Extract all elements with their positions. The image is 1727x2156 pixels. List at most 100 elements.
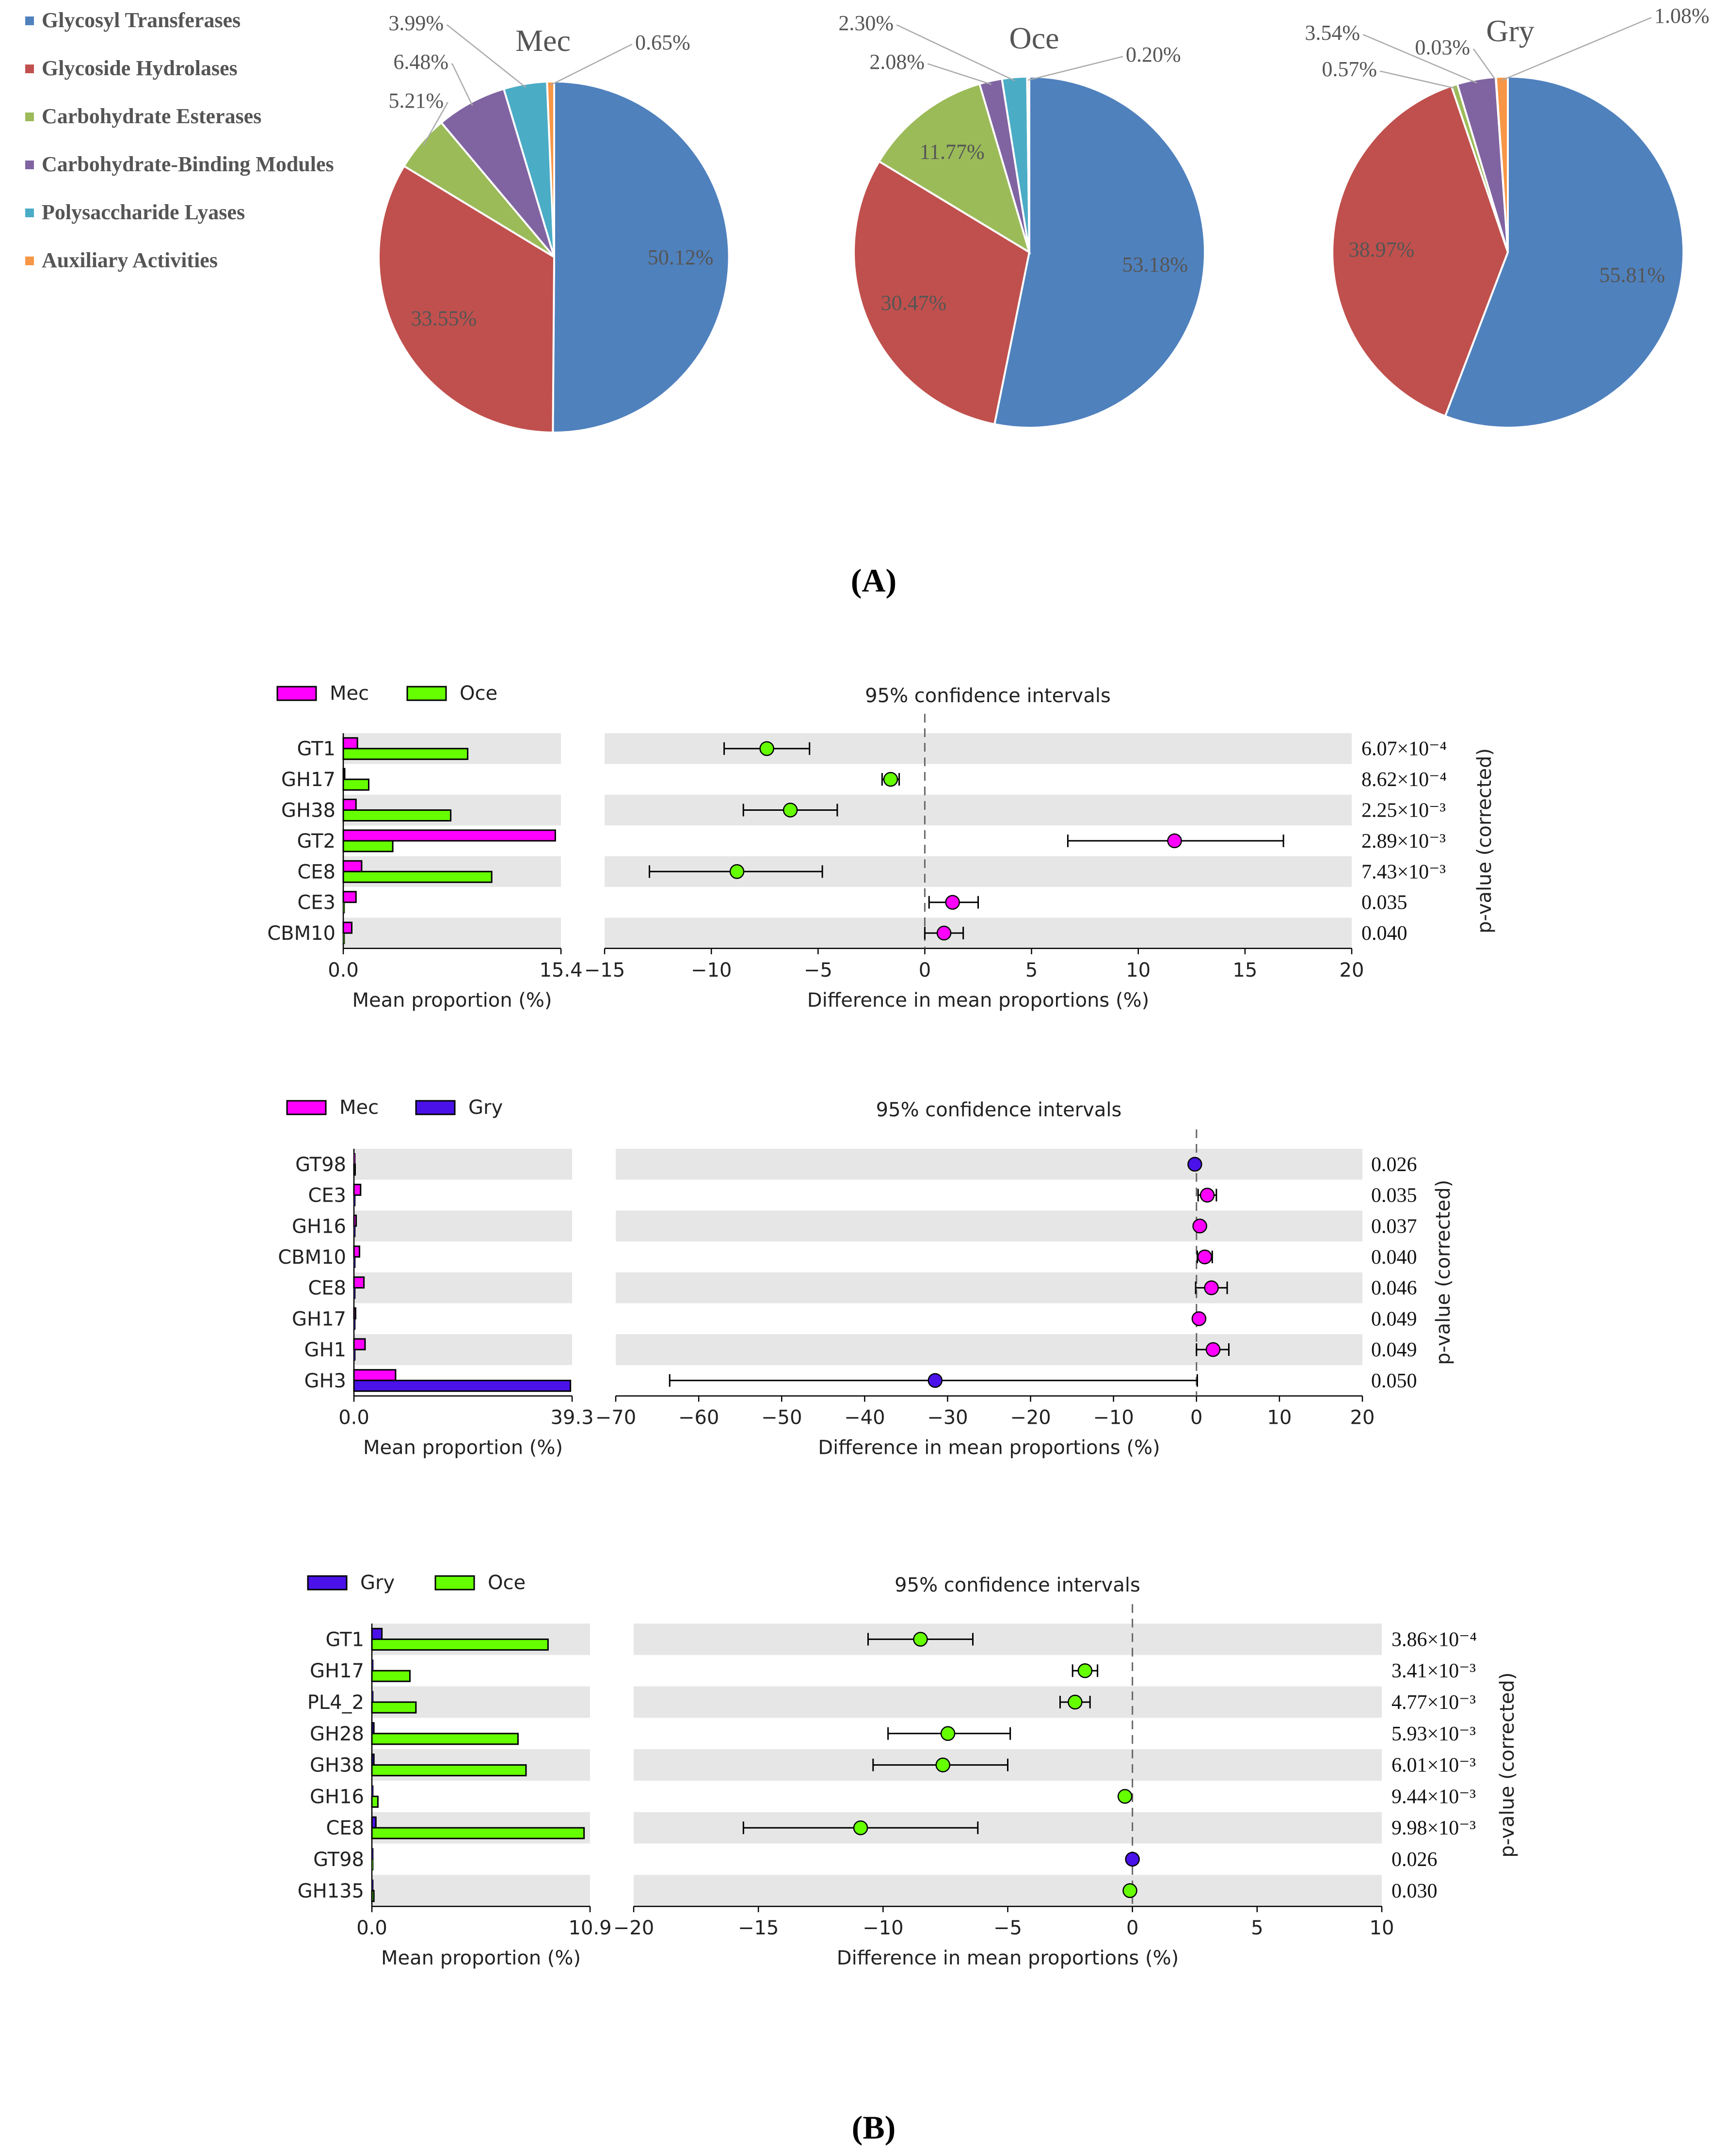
bar-mec — [353, 1214, 357, 1227]
bar-mec — [342, 768, 346, 780]
ci-title: 95% confidence intervals — [876, 1099, 1122, 1121]
bar-gry — [371, 1880, 374, 1891]
bar-gry — [353, 1287, 356, 1299]
right-tick-label: 20 — [1340, 959, 1364, 981]
right-tick-label: −20 — [613, 1917, 654, 1939]
p-value-label: 4.77×10⁻³ — [1391, 1691, 1476, 1714]
legend-swatch-mec — [286, 1100, 327, 1115]
row-band-right — [634, 1875, 1382, 1907]
bar-mec — [342, 921, 352, 934]
category-label: GH17 — [310, 1660, 364, 1682]
bar-gry — [371, 1785, 374, 1797]
comparison-gry-oce: Gry Oce 95% confidence intervals 0.0 10.9 Mea… — [298, 1572, 1519, 1969]
bar-oce — [343, 901, 345, 914]
diff-point — [913, 1632, 928, 1647]
bar-mec — [353, 1369, 397, 1382]
bar-gry — [353, 1163, 356, 1176]
bar-mec — [353, 1338, 366, 1351]
legend-label-mec: Mec — [339, 1096, 379, 1119]
category-label: GT1 — [326, 1628, 364, 1651]
bar-gry — [353, 1194, 356, 1207]
panel-a-pies: 50.12% 33.55% 5.21% 6.48% 3.99% 0.65% Mec 53.18… — [378, 4, 1710, 434]
right-x-axis-label: Difference in mean proportions (%) — [807, 989, 1149, 1012]
diff-point — [1192, 1219, 1207, 1234]
p-value-label: 3.41×10⁻³ — [1391, 1660, 1476, 1682]
bar-mec — [353, 1307, 356, 1319]
right-tick-label: −5 — [804, 959, 832, 981]
pie-slice-label: 50.12% — [648, 245, 714, 269]
row-band-right — [634, 1686, 1382, 1718]
bar-gry — [371, 1691, 374, 1703]
right-tick-label: −60 — [678, 1407, 719, 1429]
diff-point — [729, 864, 745, 879]
pie-slice-label: 2.30% — [838, 11, 894, 35]
bar-oce — [371, 1859, 374, 1870]
legend-swatch-mec — [276, 686, 317, 701]
category-label: GH16 — [310, 1786, 364, 1808]
pie-slice-label: 38.97% — [1349, 238, 1415, 261]
diff-point — [1117, 1789, 1133, 1804]
p-value-label: 0.026 — [1391, 1849, 1438, 1871]
category-label: GH135 — [298, 1880, 364, 1902]
pie-slice-gt — [1444, 75, 1685, 429]
p-value-label: 9.98×10⁻³ — [1391, 1817, 1476, 1839]
p-value-label: 0.049 — [1371, 1339, 1417, 1361]
category-label: CBM10 — [267, 922, 336, 945]
pie-oce: 53.18% 30.47% 11.77% 2.08% 2.30% 0.20% Oce — [838, 11, 1206, 429]
diff-point — [1191, 1311, 1207, 1326]
pie-slice-gh — [853, 160, 1031, 426]
right-tick-label: −40 — [844, 1407, 885, 1429]
right-tick-label: −30 — [927, 1407, 968, 1429]
right-tick-label: −70 — [595, 1407, 636, 1429]
category-label: GH3 — [304, 1370, 346, 1392]
pie-slice-label: 30.47% — [881, 291, 947, 315]
pie-slice-gh — [1331, 84, 1509, 418]
comparison-mec-gry: Mec Gry 95% confidence intervals 0.0 39.3 Mea… — [278, 1096, 1455, 1459]
right-tick-label: −10 — [1093, 1407, 1134, 1429]
diff-point — [883, 772, 898, 787]
panel-label-b: (B) — [852, 2109, 896, 2146]
row-band-left — [354, 1272, 572, 1303]
bar-gry — [353, 1380, 572, 1392]
category-label: GH17 — [281, 769, 336, 791]
pie-slice-gt — [552, 80, 730, 434]
category-label: GT98 — [295, 1154, 346, 1176]
bar-oce — [371, 1890, 375, 1902]
pie-slice-label: 11.77% — [920, 140, 985, 164]
p-value-label: 0.040 — [1361, 922, 1407, 945]
bar-mec — [353, 1245, 360, 1258]
legend-swatch-gh — [25, 64, 34, 73]
bar-oce — [371, 1638, 549, 1651]
bar-gry — [371, 1754, 375, 1766]
p-value-label: 0.040 — [1371, 1246, 1417, 1269]
category-label: GT98 — [313, 1849, 364, 1871]
category-label: CE3 — [297, 892, 336, 914]
diff-point — [945, 895, 960, 910]
right-tick-label: 0 — [1190, 1407, 1202, 1429]
bar-gry — [371, 1722, 375, 1735]
bar-oce — [342, 840, 394, 853]
pie-slice-gh — [378, 164, 556, 434]
row-band-right — [616, 1149, 1362, 1180]
diff-point — [1167, 833, 1182, 849]
p-value-label: 0.030 — [1391, 1880, 1438, 1902]
p-value-label: 0.026 — [1371, 1154, 1417, 1176]
left-x-axis-label: Mean proportion (%) — [352, 989, 552, 1012]
p-value-label: 2.25×10⁻³ — [1361, 800, 1446, 822]
legend-label-oce: Oce — [460, 682, 497, 705]
right-tick-label: −15 — [584, 959, 625, 981]
legend-label-gh: Glycoside Hydrolases — [42, 56, 238, 80]
category-label: GT1 — [297, 738, 336, 760]
category-label: GH28 — [310, 1723, 364, 1745]
p-value-label: 8.62×10⁻⁴ — [1361, 769, 1447, 791]
ci-title: 95% confidence intervals — [895, 1574, 1140, 1596]
category-label: GH1 — [304, 1339, 346, 1361]
pie-leader-line — [927, 63, 992, 85]
legend-label-gt: Glycosyl Transferases — [42, 8, 240, 32]
right-tick-label: −10 — [691, 959, 732, 981]
bar-oce — [371, 1764, 527, 1777]
bar-oce — [342, 870, 493, 883]
p-value-label: 0.046 — [1371, 1277, 1417, 1300]
p-value-label: 0.037 — [1371, 1215, 1417, 1238]
left-tick-label: 0.0 — [356, 1917, 387, 1939]
